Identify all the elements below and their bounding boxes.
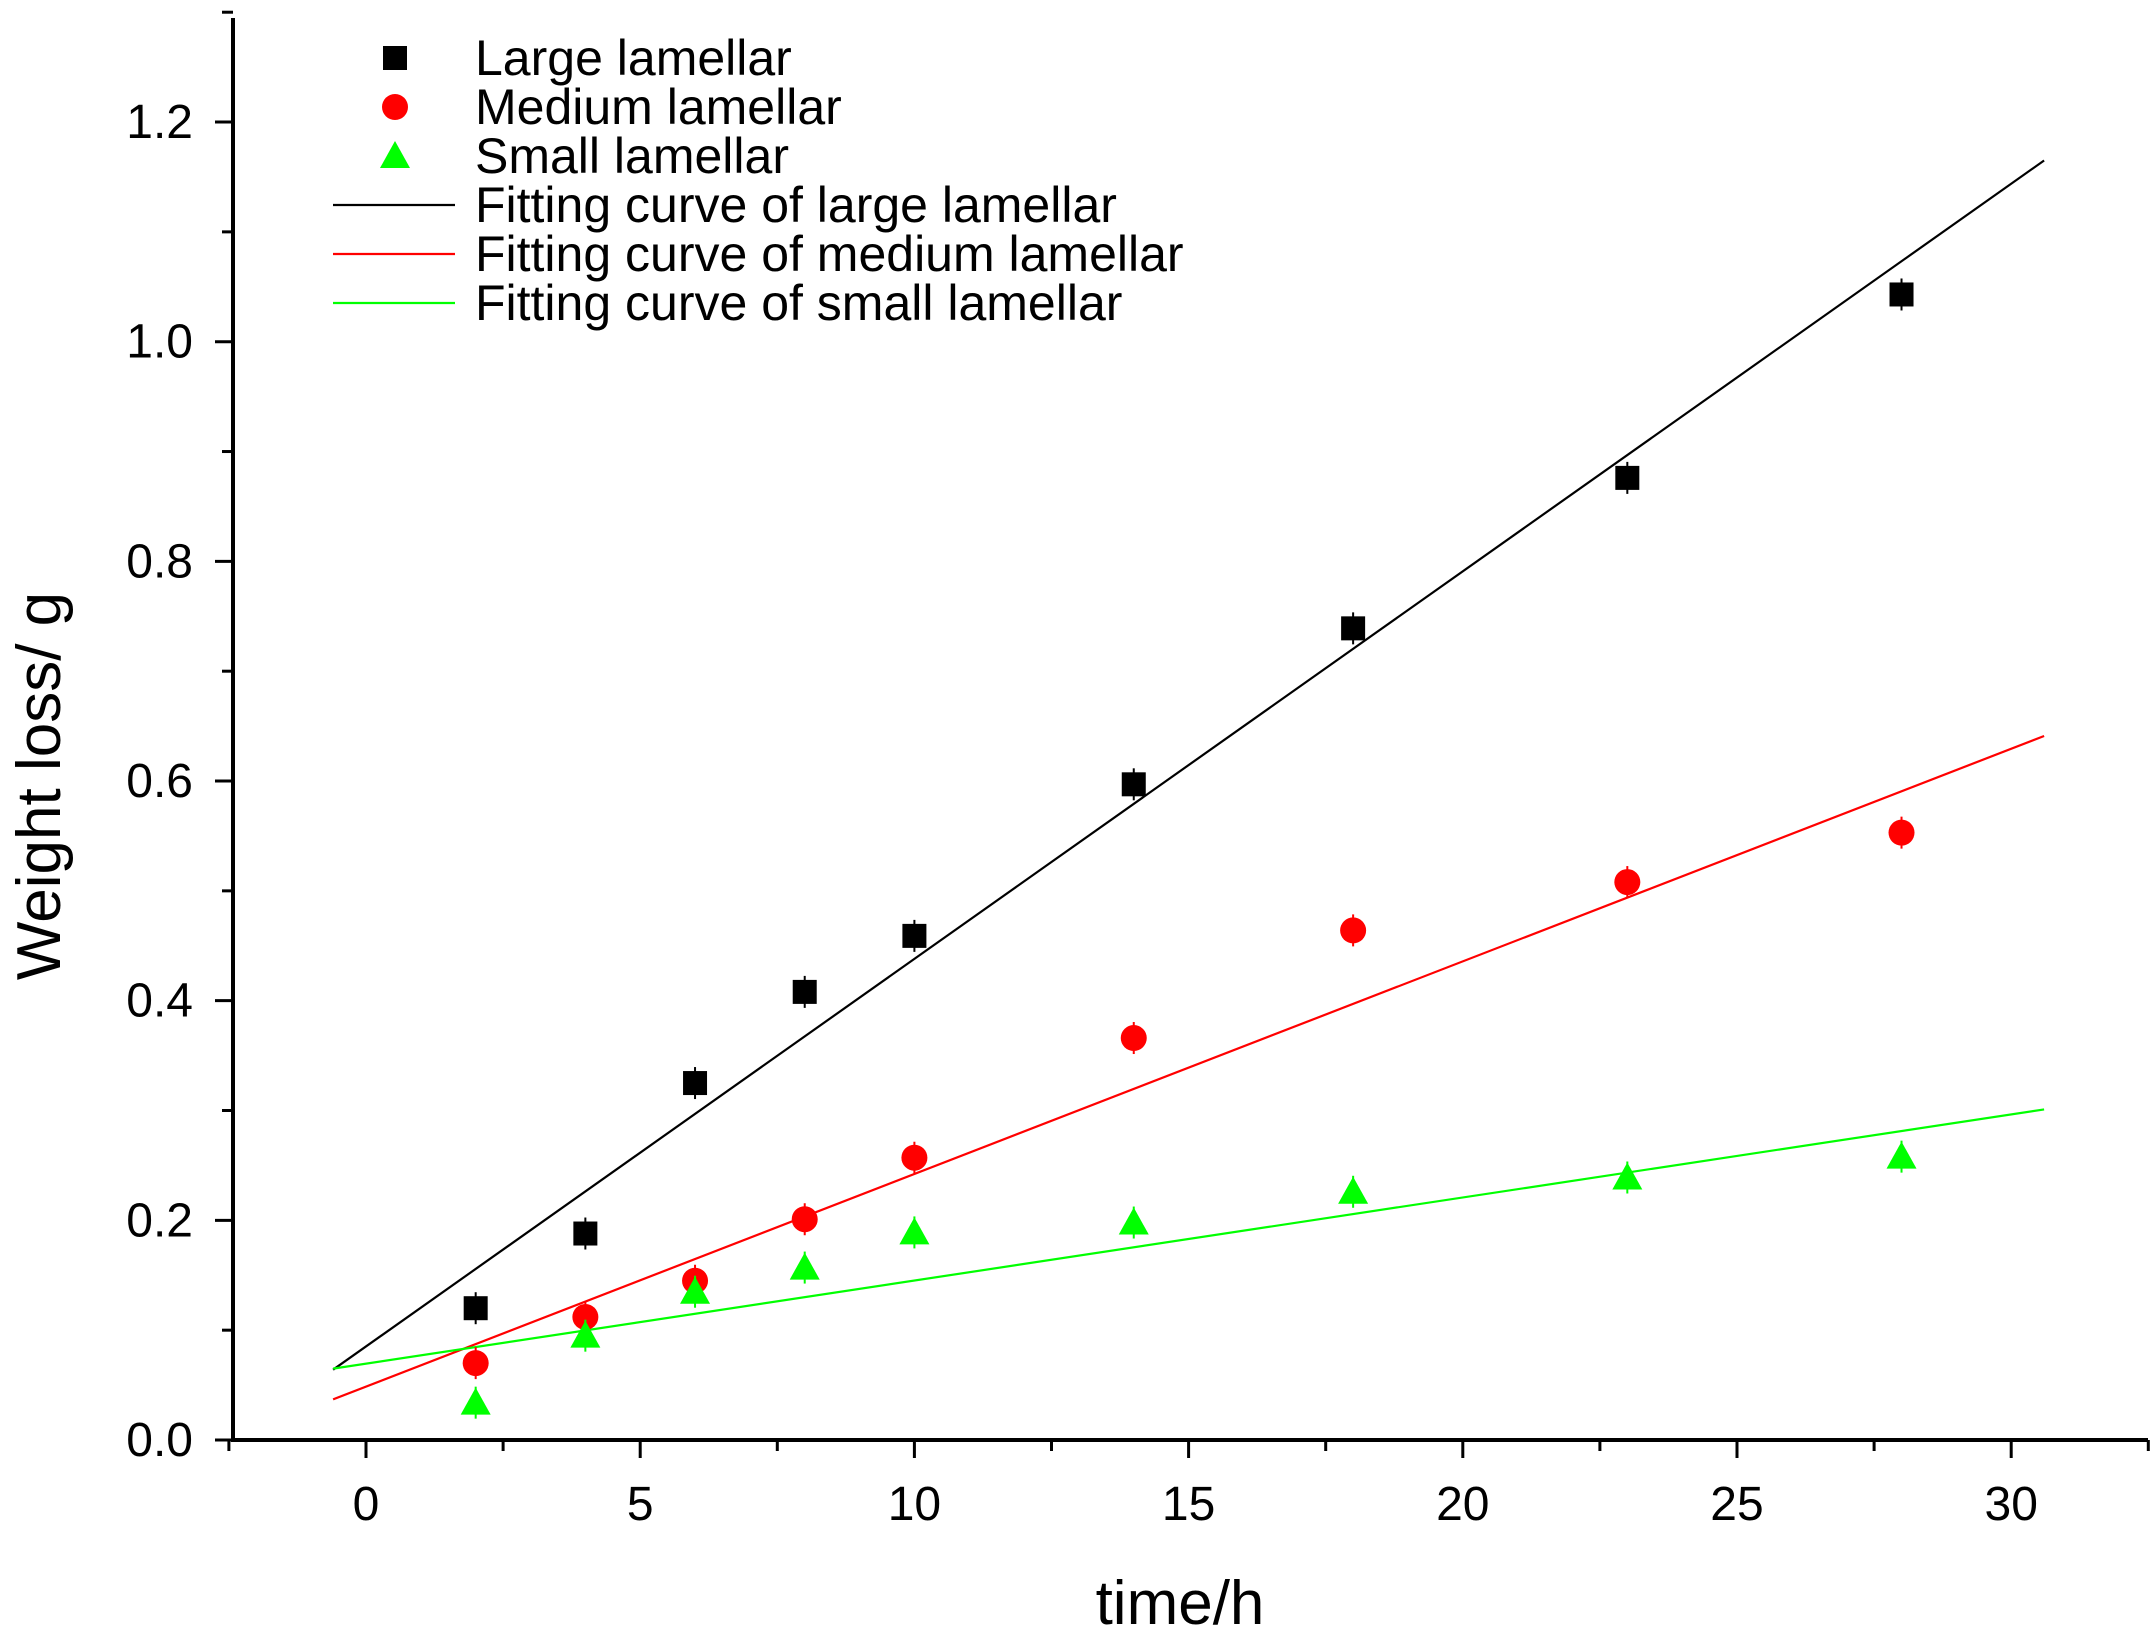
data-point xyxy=(1615,465,1640,490)
axes-layer: 0 5 10 15 20 25 30 0.0 0.2 0.4 0.6 0.8 1.0 1.2 xyxy=(126,10,2150,1531)
fit-line xyxy=(332,734,2045,1401)
y-tick-label: 0.8 xyxy=(126,535,193,588)
y-tick-label: 1.0 xyxy=(126,316,193,369)
data-point xyxy=(462,1350,489,1377)
data-point xyxy=(1888,819,1915,846)
x-tick-label: 25 xyxy=(1710,1478,1763,1531)
x-axis-title: time/h xyxy=(1096,1569,1265,1638)
x-tick-label: 30 xyxy=(1985,1478,2038,1531)
legend-marker xyxy=(382,94,408,120)
data-point xyxy=(1889,282,1914,307)
data-point xyxy=(1120,1025,1147,1052)
y-tick-label: 0.0 xyxy=(126,1414,193,1467)
x-tick-label: 15 xyxy=(1162,1478,1215,1531)
legend-label: Small lamellar xyxy=(475,128,789,184)
data-point xyxy=(1341,616,1366,641)
data-point xyxy=(901,1144,928,1171)
x-tick-label: 10 xyxy=(888,1478,941,1531)
legend-marker xyxy=(383,46,407,70)
x-tick-label: 20 xyxy=(1436,1478,1489,1531)
data-point xyxy=(1612,1162,1643,1190)
data-point xyxy=(791,1206,818,1233)
x-tick-label: 0 xyxy=(353,1478,380,1531)
series-layer xyxy=(332,159,2045,1419)
legend-label: Fitting curve of medium lamellar xyxy=(475,226,1184,282)
data-point xyxy=(683,1071,708,1096)
data-point xyxy=(460,1387,491,1415)
legend-label: Large lamellar xyxy=(475,30,792,86)
y-tick-label: 1.2 xyxy=(126,96,193,149)
legend-label: Fitting curve of small lamellar xyxy=(475,275,1122,331)
data-point xyxy=(1886,1141,1917,1169)
data-point xyxy=(570,1320,601,1348)
fit-line xyxy=(332,159,2045,1371)
data-point xyxy=(792,979,817,1004)
data-point xyxy=(789,1252,820,1280)
x-tick-label: 5 xyxy=(627,1478,654,1531)
y-tick-label: 0.2 xyxy=(126,1194,193,1247)
legend-label: Medium lamellar xyxy=(475,79,842,135)
legend-marker xyxy=(380,141,410,168)
data-point xyxy=(573,1221,598,1246)
y-tick-label: 0.6 xyxy=(126,755,193,808)
data-point xyxy=(1121,772,1146,797)
data-point xyxy=(680,1276,711,1304)
y-tick-label: 0.4 xyxy=(126,975,193,1028)
y-axis-title: Weight loss/ g xyxy=(5,592,74,980)
data-point xyxy=(1614,869,1641,896)
fit-line xyxy=(332,1108,2045,1370)
data-point xyxy=(1340,917,1367,944)
data-point xyxy=(572,1303,599,1330)
data-point xyxy=(899,1217,930,1245)
data-point xyxy=(463,1296,488,1321)
data-point xyxy=(1338,1176,1369,1204)
data-point xyxy=(902,923,927,948)
data-point xyxy=(1118,1207,1149,1235)
legend-label: Fitting curve of large lamellar xyxy=(475,177,1117,233)
